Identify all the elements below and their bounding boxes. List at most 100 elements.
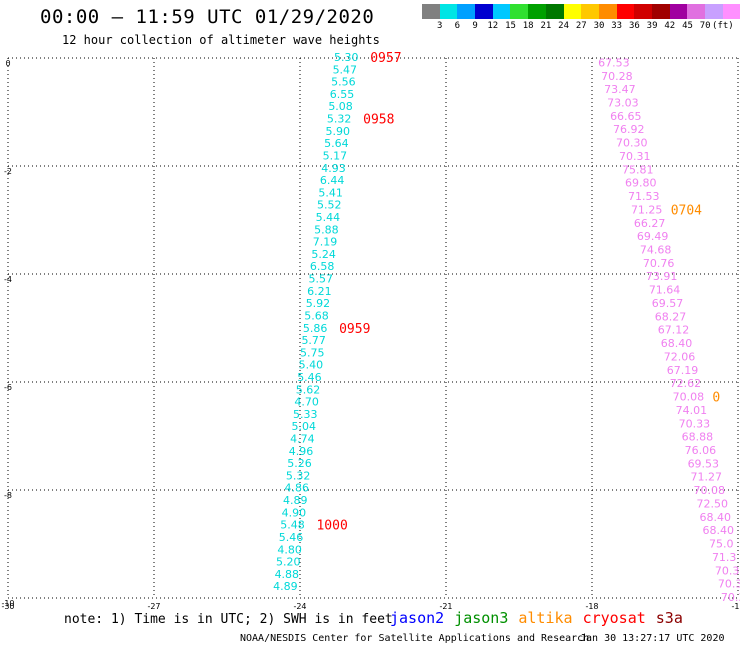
wave-height-value: 5.62 bbox=[296, 383, 321, 396]
color-scale-label: 27 bbox=[575, 21, 587, 31]
wave-height-value: 4.93 bbox=[321, 162, 346, 175]
wave-height-value: 5.20 bbox=[276, 556, 301, 569]
wave-height-value: 5.77 bbox=[301, 334, 326, 347]
color-swatch bbox=[651, 4, 670, 19]
color-swatch bbox=[528, 4, 546, 19]
color-swatch bbox=[439, 4, 458, 19]
wave-height-value: 5.52 bbox=[317, 199, 342, 212]
wave-height-value: 5.41 bbox=[318, 186, 343, 199]
wave-height-value: 66.27 bbox=[634, 217, 666, 230]
wave-height-value: 6.21 bbox=[307, 285, 332, 298]
wave-height-value: 73.91 bbox=[646, 270, 678, 283]
color-scale-label: 21 bbox=[540, 21, 552, 31]
wave-height-value: 6.55 bbox=[330, 88, 355, 101]
wave-height-value: 71.53 bbox=[628, 190, 660, 203]
wave-height-value: 70.3 bbox=[715, 564, 740, 577]
wave-height-value: 5.44 bbox=[316, 211, 341, 224]
color-scale-label: 12 bbox=[487, 21, 499, 31]
wave-height-value: 5.04 bbox=[292, 420, 317, 433]
legend-cryosat: cryosat bbox=[582, 609, 646, 627]
color-swatch bbox=[457, 4, 476, 19]
wave-height-value: 4.70 bbox=[294, 396, 319, 409]
color-scale-label: 33 bbox=[611, 21, 623, 31]
wave-height-value: 71.27 bbox=[691, 471, 723, 484]
wave-height-value: 5.40 bbox=[299, 359, 324, 372]
wave-height-value: 5.68 bbox=[304, 309, 329, 322]
color-swatch bbox=[705, 4, 723, 19]
wave-height-value: 5.47 bbox=[333, 63, 358, 76]
color-scale-label: (ft) bbox=[712, 21, 734, 31]
color-swatch bbox=[492, 4, 511, 19]
x-tick-label: -21 bbox=[439, 602, 452, 611]
wave-height-value: 4.89 bbox=[283, 494, 308, 507]
wave-height-value: 5.92 bbox=[306, 297, 331, 310]
wave-height-value: 70.76 bbox=[643, 257, 675, 270]
wave-height-value: 5.32 bbox=[286, 469, 311, 482]
wave-height-value: 4.96 bbox=[289, 445, 314, 458]
footer-credit: NOAA/NESDIS Center for Satellite Applica… bbox=[240, 633, 590, 644]
wave-height-value: 69.49 bbox=[637, 230, 669, 243]
wave-height-value: 67.12 bbox=[658, 324, 690, 337]
wave-height-value: 69.57 bbox=[652, 297, 684, 310]
color-swatch bbox=[616, 4, 635, 19]
wave-height-value: 5.33 bbox=[293, 408, 318, 421]
wave-height-value: 66.65 bbox=[610, 110, 642, 123]
time-label: 1000 bbox=[316, 519, 347, 534]
wave-height-value: 75.81 bbox=[622, 163, 654, 176]
color-scale-label: 18 bbox=[522, 21, 534, 31]
color-swatch bbox=[563, 4, 582, 19]
wave-height-value: 69.80 bbox=[625, 177, 657, 190]
x-tick-label: -24 bbox=[293, 602, 306, 611]
y-tick-label: -8 bbox=[4, 491, 12, 500]
color-scale-label: 45 bbox=[682, 21, 693, 31]
wave-height-value: 4.90 bbox=[282, 506, 307, 519]
color-swatch bbox=[422, 4, 440, 19]
color-scale-labels: 3 6 9 12 15 18 21 24 27 30 33 36 39 42 45 70 (ft) bbox=[422, 21, 740, 33]
wave-height-value: 4.86 bbox=[284, 482, 309, 495]
wave-height-value: 71.64 bbox=[649, 284, 681, 297]
wave-height-value: 5.08 bbox=[328, 100, 353, 113]
color-scale-label: 42 bbox=[664, 21, 676, 31]
wave-height-value: 6.58 bbox=[310, 260, 335, 273]
color-scale-label: 36 bbox=[628, 21, 640, 31]
color-scale-label: 24 bbox=[558, 21, 570, 31]
time-label: 0 bbox=[712, 391, 720, 406]
chart-subtitle: 12 hour collection of altimeter wave hei… bbox=[62, 33, 380, 47]
wave-height-value: 5.30 bbox=[334, 51, 359, 64]
wave-height-value: 4.88 bbox=[275, 568, 300, 581]
wave-height-value: 5.46 bbox=[297, 371, 322, 384]
wave-height-value: 70.3 bbox=[721, 591, 740, 604]
color-swatch bbox=[722, 4, 740, 19]
wave-height-value: 70.28 bbox=[601, 70, 633, 83]
y-tick-label: -2 bbox=[4, 167, 12, 176]
color-scale-label: 70 bbox=[699, 21, 711, 31]
wave-height-value: 72.50 bbox=[697, 497, 729, 510]
wave-height-value: 76.06 bbox=[685, 444, 717, 457]
color-swatch bbox=[669, 4, 688, 19]
y-tick-label: -10 bbox=[1, 599, 14, 608]
wave-height-value: 5.32 bbox=[327, 113, 352, 126]
wave-height-value: 71.25 bbox=[631, 203, 663, 216]
chart-title: 00:00 – 11:59 UTC 01/29/2020 bbox=[40, 6, 375, 28]
wave-height-value: 68.40 bbox=[661, 337, 693, 350]
wave-height-value: 5.75 bbox=[300, 346, 325, 359]
time-label: 0704 bbox=[671, 203, 702, 218]
wave-height-value: 70.08 bbox=[673, 391, 705, 404]
color-swatch bbox=[687, 4, 705, 19]
wave-height-value: 5.17 bbox=[323, 149, 348, 162]
legend-altika: altika bbox=[518, 609, 573, 627]
color-swatch bbox=[545, 4, 564, 19]
color-swatch bbox=[475, 4, 493, 19]
y-tick-label: -4 bbox=[4, 275, 12, 284]
wave-height-value: 70.3 bbox=[718, 578, 740, 591]
wave-height-value: 74.68 bbox=[640, 244, 672, 257]
wave-height-value: 70.31 bbox=[619, 150, 651, 163]
color-swatch bbox=[598, 4, 617, 19]
wave-height-value: 5.88 bbox=[314, 223, 339, 236]
wave-height-value: 71.3 bbox=[712, 551, 737, 564]
wave-height-value: 70.08 bbox=[694, 484, 726, 497]
wave-height-value: 5.56 bbox=[331, 76, 356, 89]
wave-height-value: 73.47 bbox=[604, 83, 636, 96]
wave-height-value: 6.44 bbox=[320, 174, 345, 187]
color-scale-label: 30 bbox=[593, 21, 605, 31]
